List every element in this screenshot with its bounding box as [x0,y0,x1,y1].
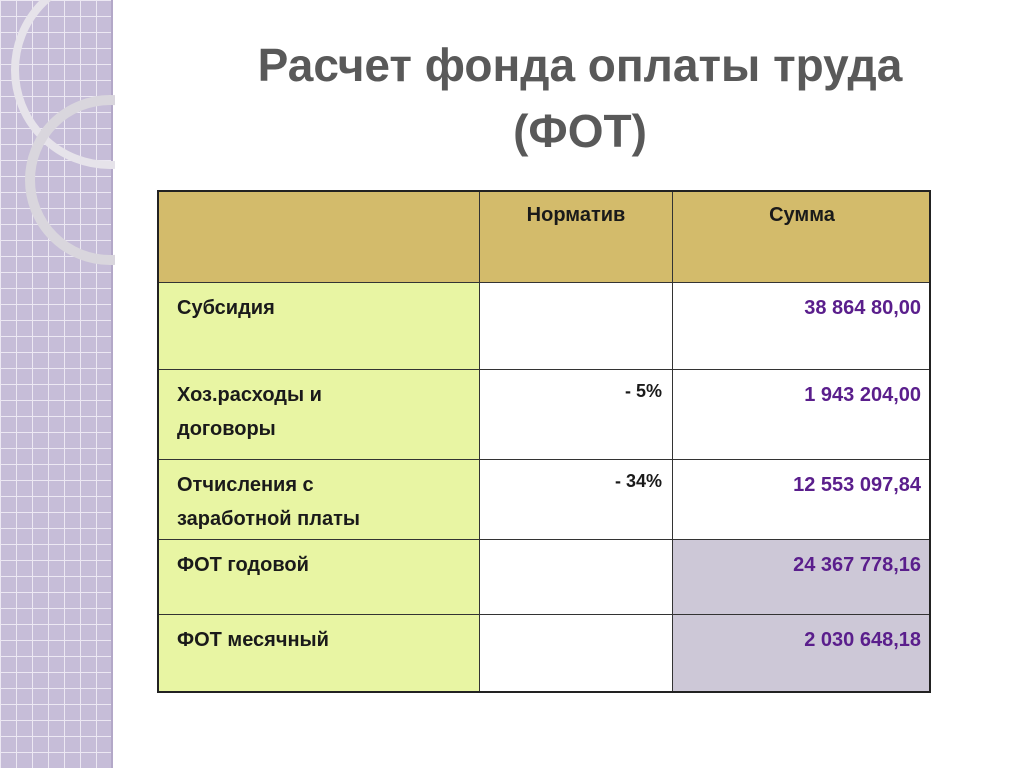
label-line: договоры [177,418,276,440]
column-header: Норматив [480,190,673,283]
title-line: Расчет фонда оплаты труда [257,39,903,91]
row-label: Хоз.расходы и договоры [157,370,480,460]
row-label: ФОТ месячный [157,615,480,693]
norm-cell [480,615,673,693]
side-decoration [0,0,115,768]
sum-cell: 12 553 097,84 [673,460,931,540]
norm-cell [480,283,673,370]
sum-cell: 1 943 204,00 [673,370,931,460]
label-line: Субсидия [177,297,275,319]
norm-cell: - 5% [480,370,673,460]
label-line: заработной платы [177,508,360,530]
title-line: (ФОТ) [513,105,647,157]
label-line: Отчисления с [177,474,314,496]
label-line: ФОТ годовой [177,554,309,576]
header-cell [157,190,480,283]
sum-cell: 2 030 648,18 [673,615,931,693]
label-line: Хоз.расходы и [177,384,322,406]
row-label: Субсидия [157,283,480,370]
slide-title: Расчет фонда оплаты труда (ФОТ) [150,32,1010,164]
sum-cell: 38 864 80,00 [673,283,931,370]
norm-cell [480,540,673,615]
row-label: ФОТ годовой [157,540,480,615]
column-header: Сумма [673,190,931,283]
sum-cell: 24 367 778,16 [673,540,931,615]
label-line: ФОТ месячный [177,629,329,651]
norm-cell: - 34% [480,460,673,540]
row-label: Отчисления с заработной платы [157,460,480,540]
